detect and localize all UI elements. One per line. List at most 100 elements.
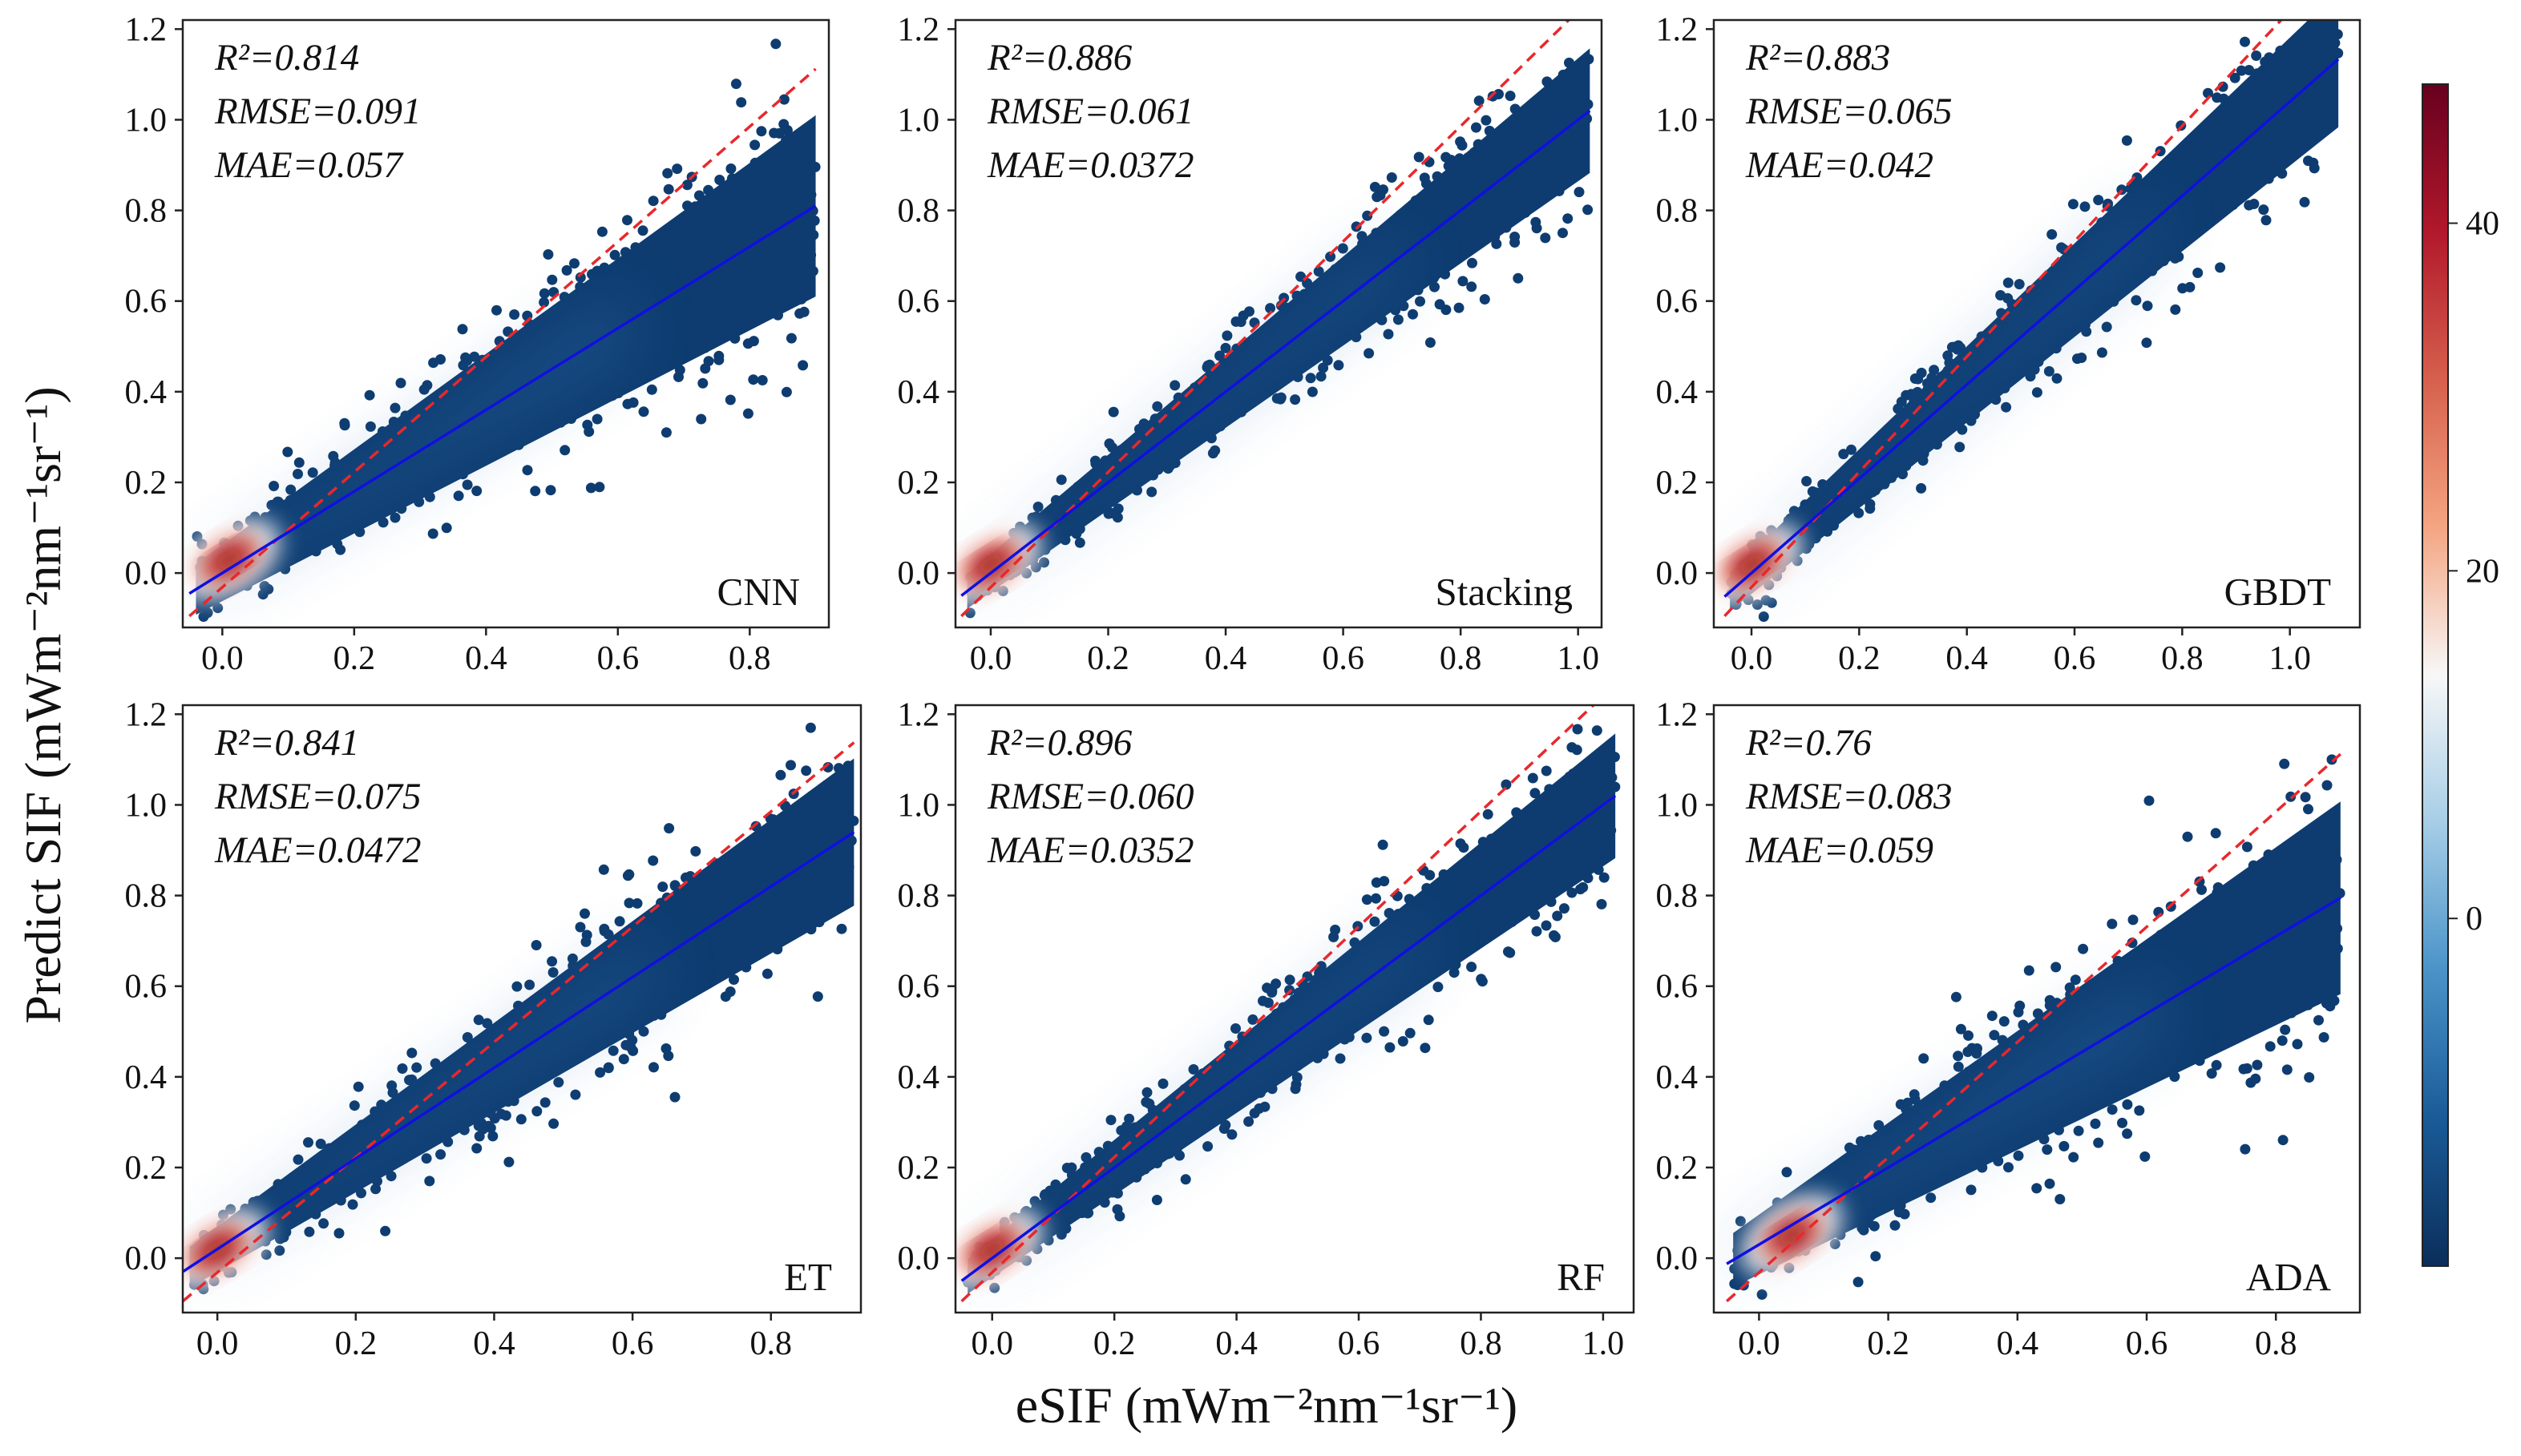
scatter-point bbox=[2178, 921, 2189, 932]
scatter-point bbox=[846, 835, 857, 846]
scatter-point bbox=[638, 1026, 649, 1037]
scatter-point bbox=[785, 926, 796, 938]
scatter-point bbox=[2308, 85, 2319, 96]
scatter-point bbox=[1543, 78, 1554, 89]
scatter-point bbox=[1852, 1277, 1864, 1288]
scatter-point bbox=[430, 1058, 441, 1069]
scatter-point bbox=[742, 338, 753, 349]
scatter-point bbox=[409, 427, 420, 438]
scatter-point bbox=[1180, 1174, 1191, 1185]
scatter-point bbox=[1389, 920, 1400, 931]
scatter-point bbox=[2056, 1017, 2067, 1028]
scatter-point bbox=[763, 850, 774, 861]
scatter-point bbox=[335, 544, 346, 555]
scatter-point bbox=[515, 353, 526, 364]
scatter-point bbox=[1591, 725, 1602, 736]
scatter-point bbox=[1552, 910, 1563, 922]
scatter-point bbox=[461, 373, 472, 385]
x-tick-label: 0.4 bbox=[1205, 640, 1247, 677]
scatter-point bbox=[2005, 1116, 2015, 1127]
scatter-point bbox=[577, 975, 588, 986]
scatter-point bbox=[814, 917, 825, 928]
scatter-point bbox=[328, 1146, 339, 1157]
scatter-point bbox=[2263, 849, 2274, 860]
scatter-point bbox=[361, 443, 372, 454]
scatter-point bbox=[1566, 150, 1577, 161]
scatter-point bbox=[619, 379, 630, 390]
stat-rmse: RMSE=0.061 bbox=[987, 91, 1194, 132]
scatter-point bbox=[328, 450, 339, 462]
scatter-point bbox=[1440, 268, 1451, 280]
scatter-point bbox=[697, 334, 708, 345]
scatter-point bbox=[1557, 69, 1569, 80]
scatter-point bbox=[374, 439, 386, 450]
scatter-point bbox=[808, 229, 819, 240]
scatter-point bbox=[749, 855, 761, 866]
scatter-point bbox=[570, 1089, 581, 1100]
scatter-point bbox=[1545, 896, 1557, 907]
scatter-point bbox=[2186, 962, 2197, 973]
scatter-point bbox=[1457, 191, 1469, 202]
scatter-point bbox=[530, 486, 541, 497]
y-tick-label: 0.8 bbox=[1656, 878, 1699, 915]
model-label: CNN bbox=[717, 570, 800, 614]
scatter-point bbox=[757, 870, 768, 881]
scatter-point bbox=[1081, 1151, 1092, 1163]
scatter-point bbox=[1998, 1016, 2010, 1027]
scatter-point bbox=[2067, 326, 2079, 337]
scatter-point bbox=[1082, 1208, 1093, 1219]
identity-line bbox=[1725, 752, 2341, 1303]
scatter-point bbox=[584, 308, 596, 319]
scatter-point bbox=[1186, 1083, 1197, 1095]
density-peak bbox=[212, 546, 246, 573]
y-tick-label: 0.6 bbox=[125, 284, 168, 321]
scatter-point bbox=[2232, 100, 2243, 111]
scatter-point bbox=[638, 406, 649, 417]
scatter-point bbox=[2196, 180, 2208, 192]
scatter-point bbox=[2031, 1183, 2042, 1194]
scatter-point bbox=[1902, 1097, 1913, 1108]
scatter-point bbox=[1971, 1048, 1982, 1059]
fit-line bbox=[183, 830, 855, 1273]
scatter-point bbox=[1997, 1035, 2008, 1046]
scatter-point bbox=[2301, 930, 2313, 942]
plot-area bbox=[1714, 20, 2344, 622]
scatter-point bbox=[1433, 189, 1444, 200]
scatter-point bbox=[1523, 165, 1534, 176]
scatter-point bbox=[1501, 222, 1512, 233]
scatter-point bbox=[818, 789, 829, 801]
scatter-point bbox=[518, 1002, 529, 1014]
scatter-point bbox=[2220, 196, 2232, 208]
scatter-point bbox=[2050, 1030, 2062, 1041]
scatter-point bbox=[2299, 196, 2310, 208]
scatter-point bbox=[1781, 1167, 1792, 1178]
scatter-point bbox=[567, 953, 578, 964]
scatter-point bbox=[1450, 231, 1461, 242]
scatter-point bbox=[1369, 916, 1380, 927]
scatter-point bbox=[2215, 262, 2226, 273]
scatter-point bbox=[745, 230, 757, 241]
scatter-point bbox=[2278, 116, 2289, 127]
scatter-point bbox=[672, 163, 683, 175]
scatter-point bbox=[699, 342, 710, 353]
scatter-point bbox=[1541, 920, 1552, 931]
scatter-point bbox=[509, 309, 520, 320]
scatter-point bbox=[807, 265, 818, 276]
scatter-point bbox=[1283, 305, 1294, 317]
scatter-point bbox=[329, 460, 341, 471]
scatter-point bbox=[1103, 508, 1114, 519]
scatter-point bbox=[1566, 742, 1578, 753]
scatter-point bbox=[1536, 867, 1547, 878]
scatter-point bbox=[832, 875, 843, 886]
scatter-point bbox=[2131, 295, 2142, 306]
scatter-point bbox=[1942, 350, 1953, 361]
scatter-point bbox=[1526, 817, 1537, 828]
scatter-point bbox=[2244, 65, 2255, 75]
scatter-point bbox=[252, 1196, 263, 1207]
scatter-point bbox=[1446, 902, 1457, 914]
x-tick-label: 0.2 bbox=[1867, 1325, 1909, 1362]
scatter-point bbox=[553, 1077, 564, 1088]
scatter-point bbox=[1751, 599, 1763, 610]
scatter-point bbox=[1925, 1192, 1937, 1204]
scatter-point bbox=[2282, 46, 2293, 57]
